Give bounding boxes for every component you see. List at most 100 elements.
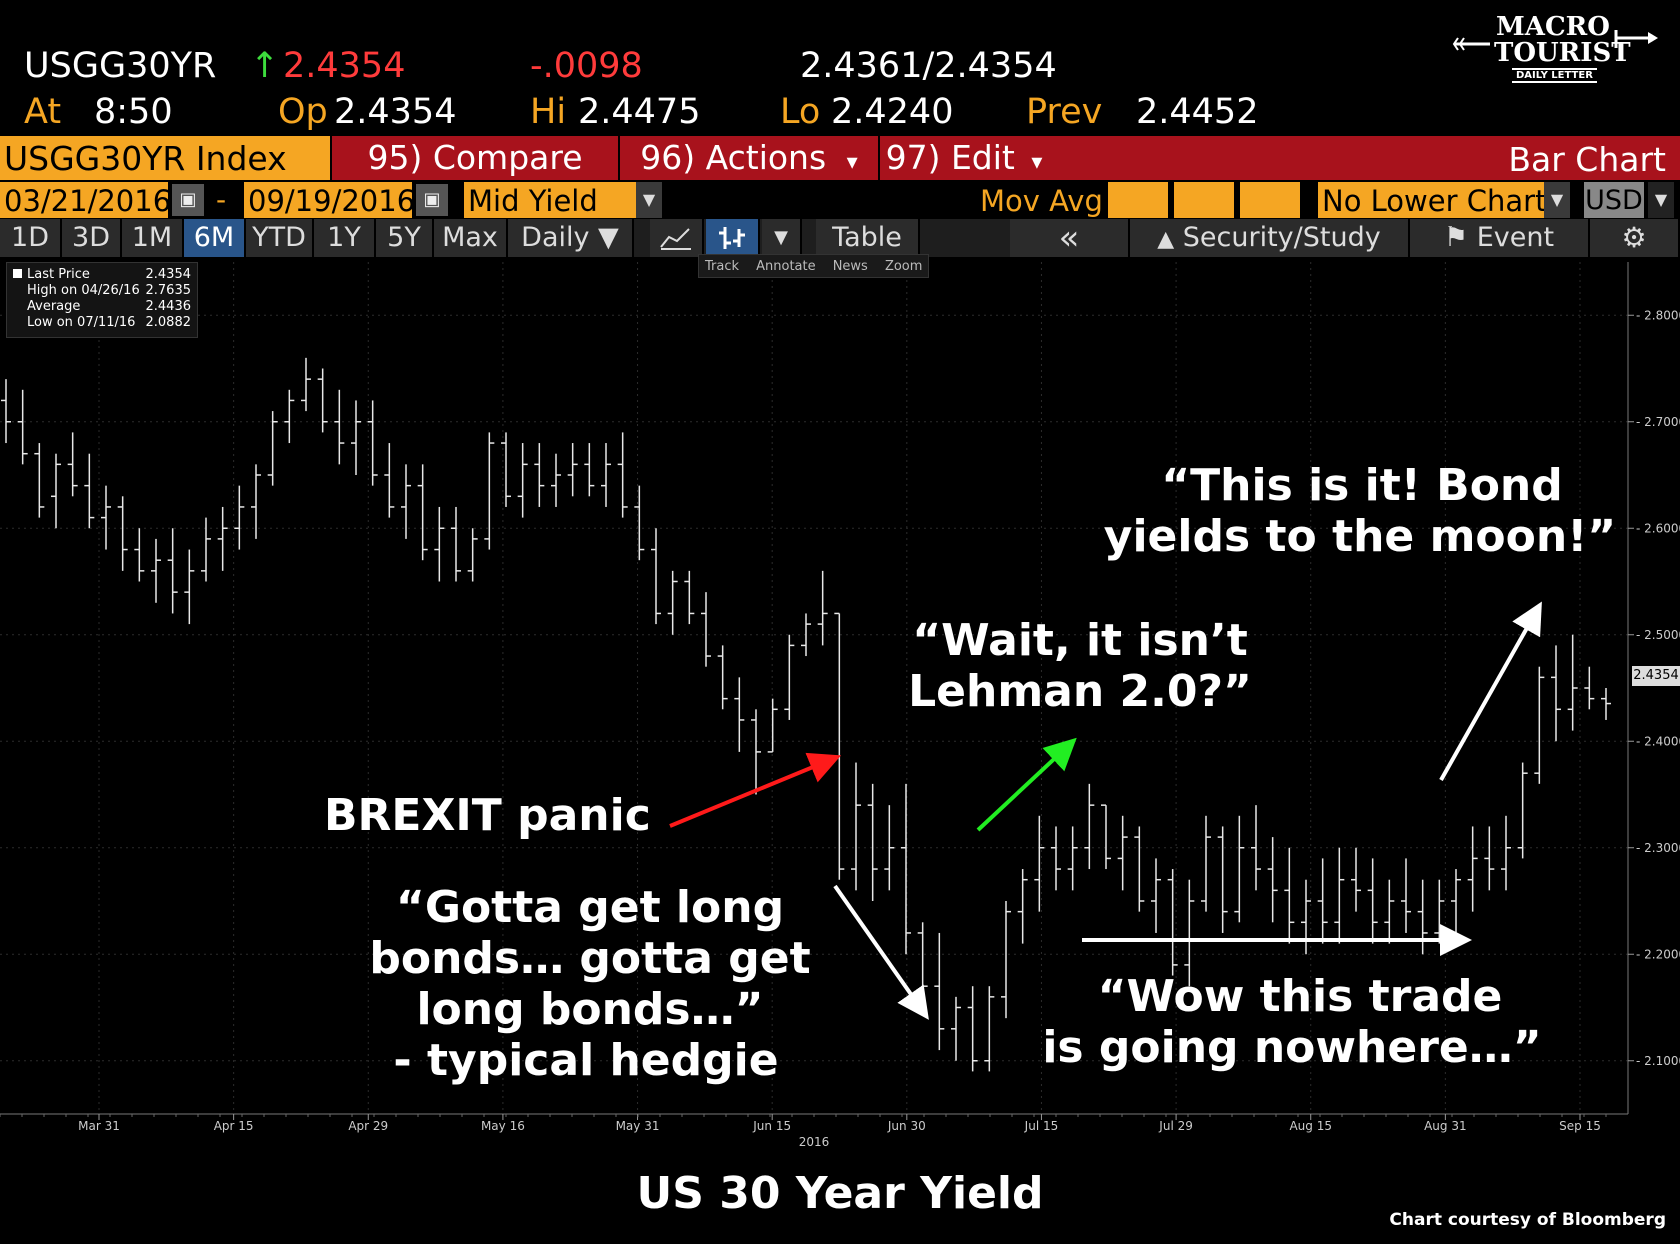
logo-line-1: MACRO <box>1496 12 1610 42</box>
tab-3d[interactable]: 3D <box>62 219 122 257</box>
ohlc-bar <box>884 805 895 891</box>
bar-chart-icon[interactable] <box>706 219 760 257</box>
ohlc-bar <box>1 379 11 444</box>
ohlc-bar <box>501 432 511 507</box>
ohlc-bar <box>367 400 378 486</box>
tab-max[interactable]: Max <box>434 219 508 257</box>
tab-1y[interactable]: 1Y <box>314 219 376 257</box>
x-tick-label: May 31 <box>616 1119 660 1133</box>
currency-dropdown-icon[interactable]: ▼ <box>1648 182 1674 218</box>
y-axis: - 2.1000 - 2.2000 - 2.3000 - 2.4000 - 2.5000… <box>1627 262 1680 1114</box>
start-date-field[interactable]: 03/21/2016 <box>0 182 171 218</box>
ohlc-bar <box>1401 858 1411 933</box>
x-axis: Mar 31 Apr 15 Apr 29 May 16 May 31 Jun 15 Jun … <box>0 1113 1628 1149</box>
ohlc-bar <box>1367 858 1378 944</box>
mov-avg-label: Mov Avg <box>980 184 1103 218</box>
macro-tourist-logo: MACRO TOURIST DAILY LETTER <box>1450 8 1660 88</box>
ohlc-bar <box>1501 815 1511 891</box>
up-arrow-icon: ↑ <box>250 46 280 86</box>
ohlc-bar <box>801 613 811 657</box>
ohlc-bar <box>651 528 661 625</box>
tab-1d[interactable]: 1D <box>0 219 62 257</box>
table-button[interactable]: Table <box>816 219 920 257</box>
ohlc-bar <box>384 443 395 518</box>
edit-button[interactable]: 97) Edit ▾ <box>878 136 1048 180</box>
y-tick-label: - 2.2000 <box>1636 947 1680 961</box>
ohlc-bar <box>1534 666 1545 784</box>
legend-average-value: 2.4436 <box>145 299 192 314</box>
ohlc-bar <box>301 357 311 412</box>
currency-select[interactable]: USD <box>1584 182 1644 218</box>
y-tick-label: - 2.3000 <box>1636 841 1680 855</box>
chart-style-dropdown-icon[interactable]: ▼ <box>762 219 802 257</box>
calendar-icon[interactable]: ▣ <box>416 184 448 216</box>
news-tool[interactable]: News <box>832 259 868 274</box>
x-tick-label: Sep 15 <box>1559 1119 1601 1133</box>
security-study-button[interactable]: ▲ Security/Study <box>1130 219 1410 257</box>
field-select[interactable]: Mid Yield <box>464 182 636 218</box>
legend-last-price-value: 2.4354 <box>145 267 192 282</box>
lower-chart-select[interactable]: No Lower Chart <box>1318 182 1546 218</box>
event-button[interactable]: ⚑ Event <box>1410 219 1590 257</box>
bid-ask: 2.4361/2.4354 <box>800 46 1057 86</box>
security-name[interactable]: USGG30YR Index <box>0 136 330 180</box>
lehman-arrow <box>976 737 1077 832</box>
field-dropdown-icon[interactable]: ▼ <box>636 182 662 218</box>
x-tick-label: Apr 29 <box>348 1119 388 1133</box>
line-chart-icon[interactable] <box>650 219 704 257</box>
hedgie-annotation-line-3: long bonds…” <box>416 984 763 1035</box>
ohlc-bar <box>1567 634 1578 731</box>
ohlc-bar <box>567 443 578 497</box>
tab-5y[interactable]: 5Y <box>376 219 434 257</box>
ohlc-bar <box>451 506 461 582</box>
legend-high: High on 04/26/16 <box>27 283 140 298</box>
ohlc-bar <box>401 464 411 539</box>
track-tool[interactable]: Track <box>705 259 740 274</box>
ohlc-bar <box>417 464 428 561</box>
high-label: Hi <box>530 92 567 132</box>
tab-6m[interactable]: 6M <box>184 219 246 257</box>
ohlc-bar <box>1351 847 1361 912</box>
mov-avg-field-2[interactable] <box>1174 182 1234 218</box>
ohlc-bar <box>1017 869 1028 944</box>
x-tick-label: Jul 15 <box>1024 1119 1059 1133</box>
last-value-marker: 2.4354 <box>1632 666 1680 686</box>
date-range-dash: - <box>216 183 227 216</box>
end-date-field[interactable]: 09/19/2016 <box>244 182 415 218</box>
ohlc-bar <box>984 986 995 1072</box>
lower-chart-dropdown-icon[interactable]: ▼ <box>1544 182 1570 218</box>
moon-arrow <box>1439 601 1542 781</box>
y-tick-label: - 2.7000 <box>1636 415 1680 429</box>
actions-button[interactable]: 96) Actions ▾ <box>618 136 878 180</box>
x-tick-label: Apr 15 <box>214 1119 254 1133</box>
ohlc-bar <box>184 549 195 625</box>
frequency-dropdown[interactable]: Daily ▼ <box>508 219 634 257</box>
compare-button[interactable]: 95) Compare <box>330 136 618 180</box>
tab-1m[interactable]: 1M <box>122 219 184 257</box>
ohlc-bar <box>717 645 728 710</box>
annotate-tool[interactable]: Annotate <box>756 259 816 274</box>
prev-value: 2.4452 <box>1136 92 1259 132</box>
logo-line-2: TOURIST <box>1494 38 1631 68</box>
gear-icon[interactable]: ⚙ <box>1590 219 1680 257</box>
ohlc-bar <box>634 485 645 561</box>
ohlc-bar <box>1484 826 1495 891</box>
nowhere-annotation-line-1: “Wow this trade <box>1098 971 1503 1022</box>
tab-ytd[interactable]: YTD <box>246 219 314 257</box>
ohlc-bar <box>1167 869 1178 976</box>
last-price: 2.4354 <box>283 46 406 86</box>
mov-avg-field-3[interactable] <box>1240 182 1300 218</box>
moon-annotation-line-2: yields to the moon!” <box>1104 511 1616 562</box>
ohlc-bar <box>167 528 178 614</box>
ohlc-bar <box>1451 869 1461 933</box>
collapse-icon[interactable]: « <box>1010 219 1130 257</box>
ohlc-bar <box>1517 762 1528 859</box>
ohlc-bar <box>1301 879 1311 955</box>
ohlc-bars <box>1 357 1611 1072</box>
zoom-tool[interactable]: Zoom <box>884 259 923 274</box>
ohlc-bar <box>1251 805 1261 891</box>
actions-label: 96) Actions <box>640 138 827 177</box>
brexit-annotation: BREXIT panic <box>324 790 651 841</box>
mov-avg-field-1[interactable] <box>1108 182 1168 218</box>
calendar-icon[interactable]: ▣ <box>172 184 204 216</box>
